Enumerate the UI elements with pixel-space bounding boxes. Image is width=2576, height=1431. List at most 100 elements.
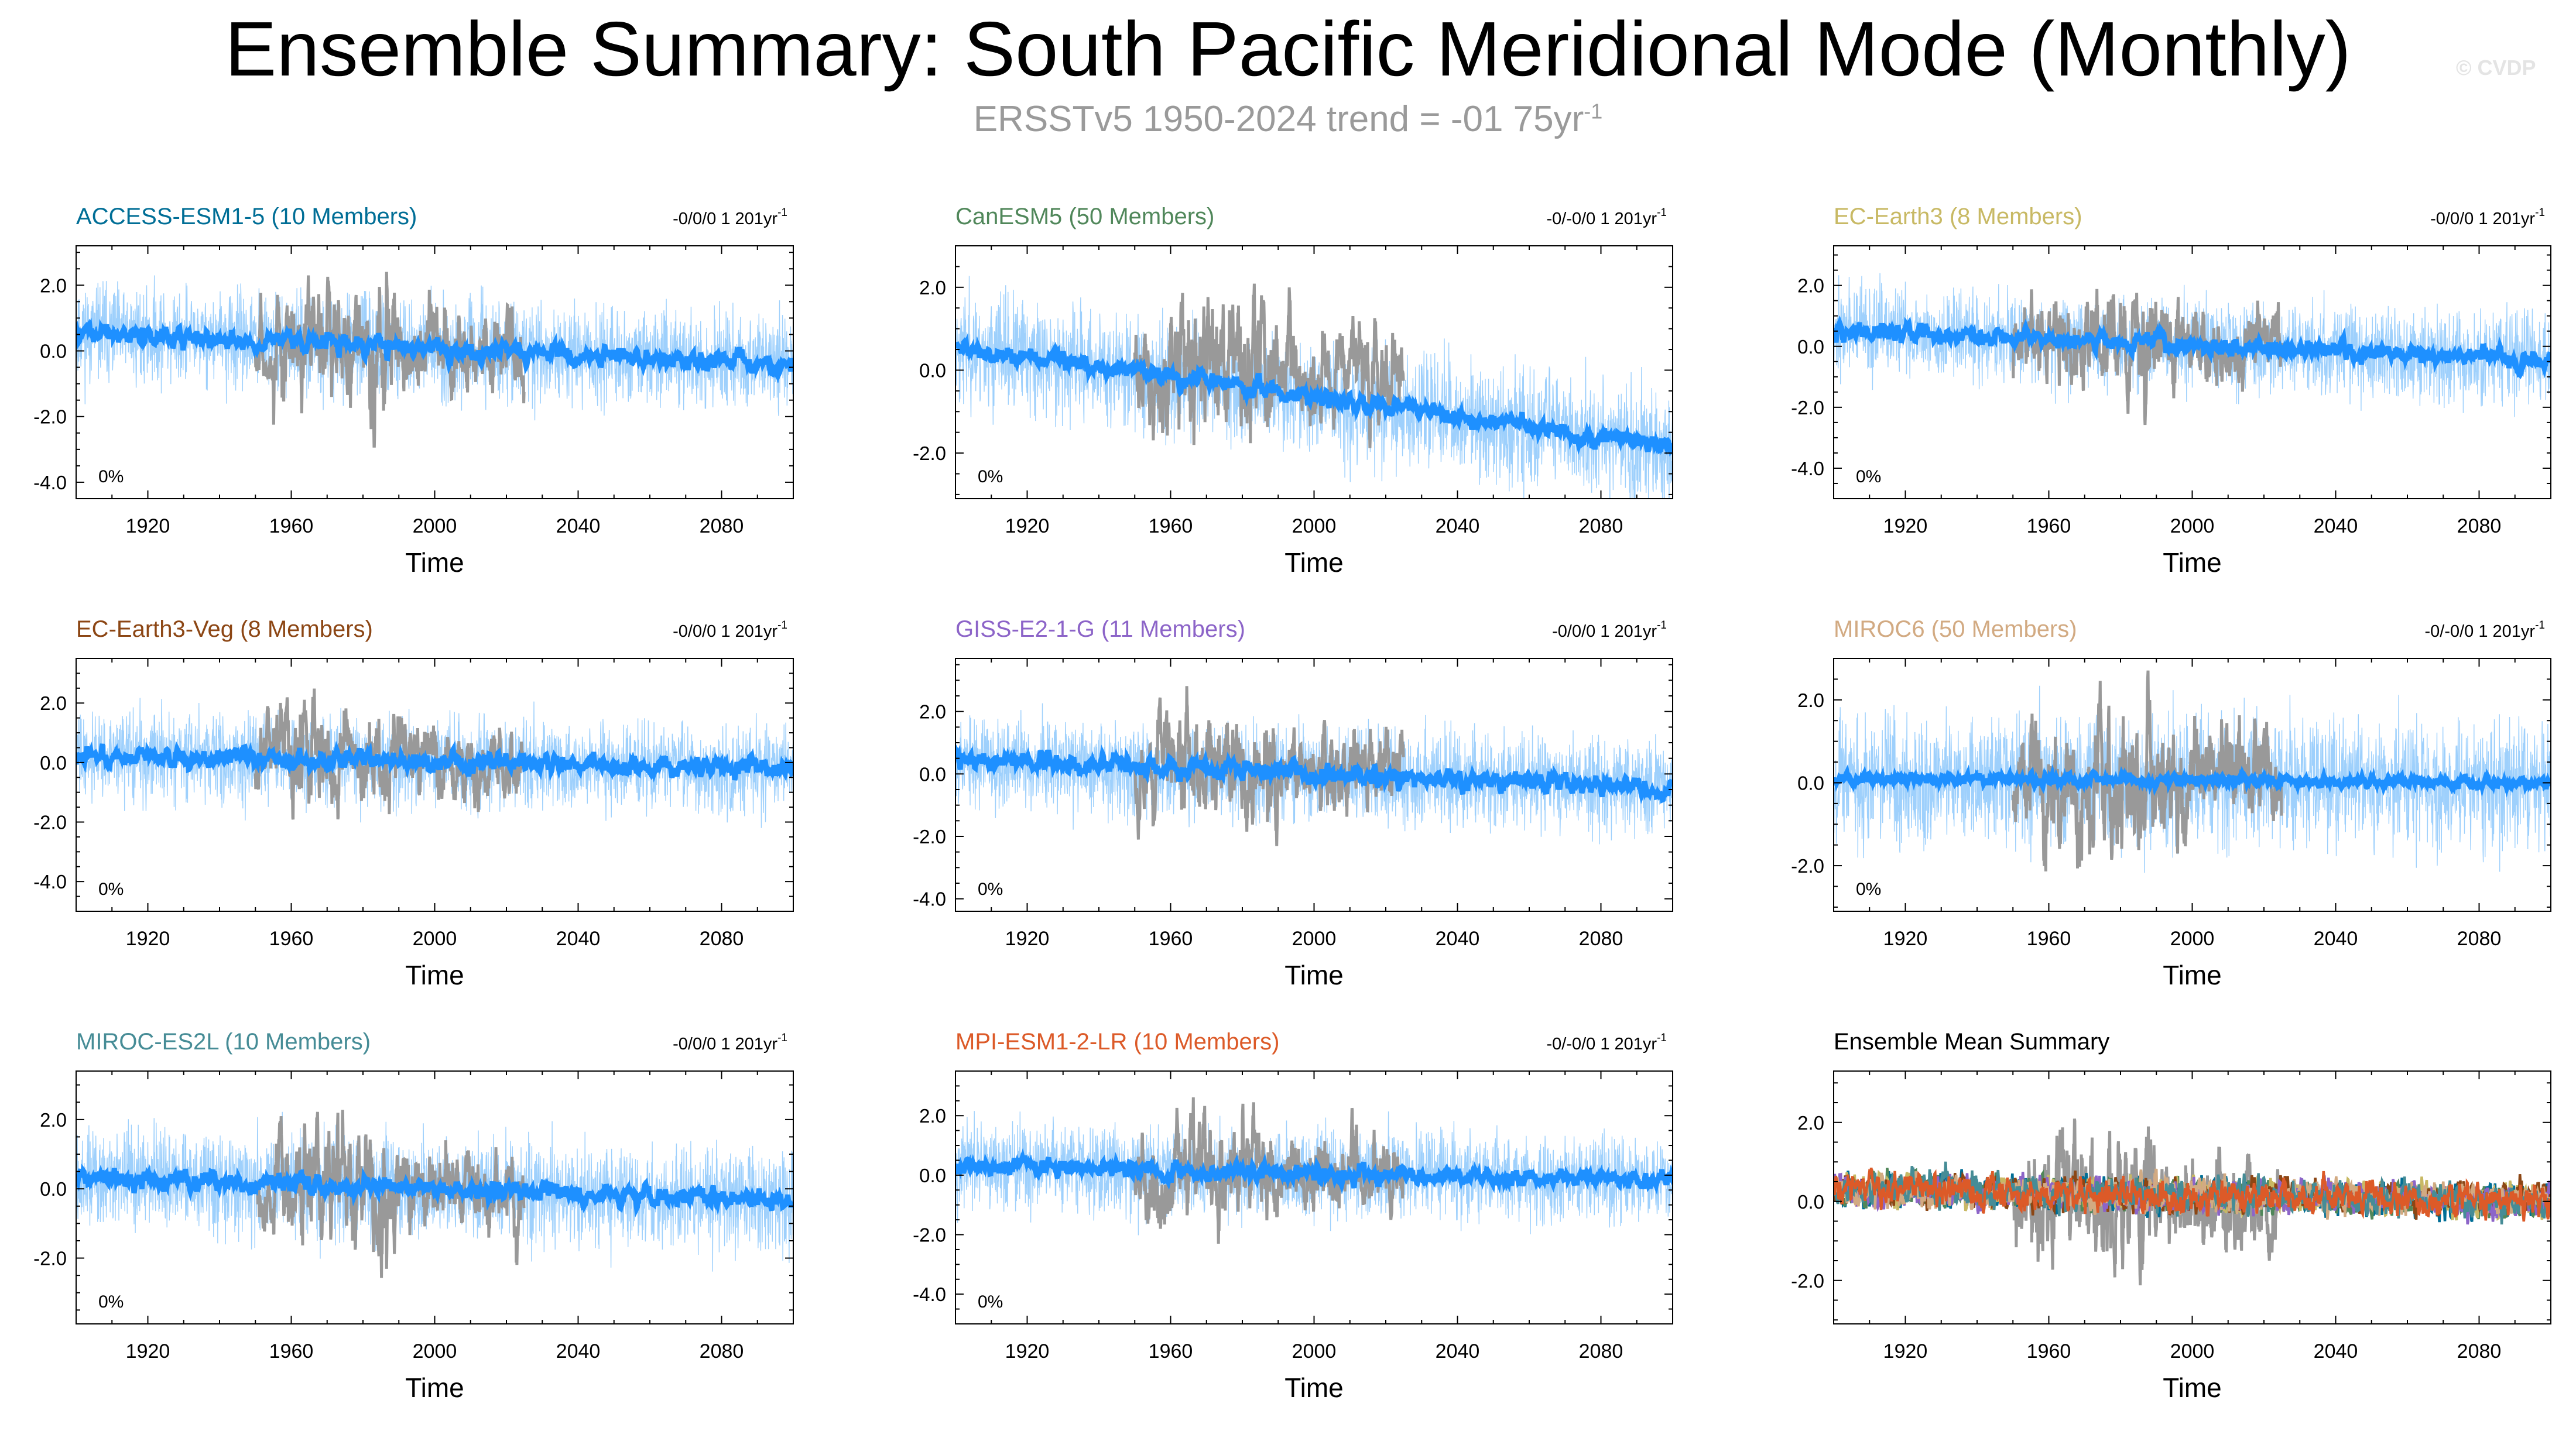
chart-panel: 1920 1960 2000 2040 2080 2.0 0.0 -2.0 Time MIROC6… <box>1791 616 2551 990</box>
x-tick-label: 2040 <box>2314 928 2358 950</box>
panel-title: MIROC-ES2L (10 Members) <box>76 1029 371 1055</box>
trend-label: -0/0/0 1 201yr-1 <box>673 1032 787 1053</box>
x-tick-label: 2040 <box>2314 1340 2358 1363</box>
x-tick-label: 1920 <box>126 1340 170 1363</box>
x-tick-label: 2040 <box>1436 515 1480 537</box>
x-tick-label: 1920 <box>1883 1340 1928 1363</box>
x-tick-label: 2040 <box>1436 1340 1480 1363</box>
x-tick-label: 2040 <box>556 928 601 950</box>
ensemble-mean-line <box>955 1148 1673 1195</box>
y-tick-label: 2.0 <box>1797 275 1824 297</box>
percent-label: 0% <box>1856 880 1881 899</box>
y-tick-label: -2.0 <box>33 406 67 428</box>
y-tick-label: 2.0 <box>919 1105 946 1127</box>
x-tick-label: 2000 <box>2170 515 2215 537</box>
y-tick-label: -2.0 <box>913 442 946 464</box>
subtitle-superscript: -1 <box>1584 99 1603 123</box>
x-tick-label: 1920 <box>1005 515 1050 537</box>
y-tick-label: 2.0 <box>919 701 946 723</box>
x-tick-label: 2080 <box>1579 515 1623 537</box>
y-tick-label: 2.0 <box>40 274 67 296</box>
y-tick-label: -4.0 <box>1791 458 1824 479</box>
x-tick-label: 2080 <box>1579 1340 1623 1363</box>
x-tick-label: 2000 <box>2170 1340 2215 1363</box>
y-tick-label: -2.0 <box>33 812 67 833</box>
page-subtitle: ERSSTv5 1950-2024 trend = -01 75yr-1 <box>0 98 2576 140</box>
x-tick-label: 2000 <box>413 515 457 537</box>
x-tick-label: 2040 <box>1436 928 1480 950</box>
panel-title: CanESM5 (50 Members) <box>955 204 1214 229</box>
y-tick-label: -2.0 <box>1791 855 1824 877</box>
y-tick-label: 0.0 <box>1797 1191 1824 1213</box>
x-tick-label: 1920 <box>1005 1340 1050 1363</box>
x-tick-label: 1960 <box>2027 515 2071 537</box>
trend-label: -0/0/0 1 201yr-1 <box>673 207 787 228</box>
y-tick-label: -4.0 <box>33 871 67 893</box>
chart-panel: 1920 1960 2000 2040 2080 2.0 0.0 -2.0 Time CanESM… <box>913 204 1673 578</box>
ensemble-spread-line <box>76 275 793 421</box>
x-tick-label: 2000 <box>413 928 457 950</box>
plot-area <box>76 272 793 448</box>
chart-panel: 1920 1960 2000 2040 2080 2.0 0.0 -2.0 -4.0 Time GI… <box>913 616 1673 990</box>
x-tick-label: 2080 <box>700 928 744 950</box>
y-tick-label: -2.0 <box>1791 397 1824 418</box>
trend-label: -0/0/0 1 201yr-1 <box>673 619 787 641</box>
plot-area <box>955 1097 1673 1244</box>
chart-panel: 1920 1960 2000 2040 2080 2.0 0.0 -2.0 -4.0 Time MP… <box>913 1029 1673 1403</box>
y-tick-label: 0.0 <box>919 763 946 785</box>
x-tick-label: 1920 <box>126 515 170 537</box>
x-tick-label: 1960 <box>1149 1340 1193 1363</box>
ensemble-mean-line <box>955 333 1673 457</box>
trend-superscript: -1 <box>1657 1032 1667 1044</box>
y-tick-label: 0.0 <box>40 1178 67 1200</box>
y-tick-label: 0.0 <box>919 1165 946 1186</box>
x-tick-label: 2040 <box>556 515 601 537</box>
observation-line <box>1133 686 1405 846</box>
ensemble-mean-line <box>76 740 793 783</box>
x-tick-label: 2080 <box>2457 515 2502 537</box>
x-tick-label: 2080 <box>2457 928 2502 950</box>
percent-label: 0% <box>978 467 1003 486</box>
trend-label: -0/0/0 1 201yr-1 <box>1552 619 1667 641</box>
observation-line <box>254 688 526 820</box>
panel-title: EC-Earth3-Veg (8 Members) <box>76 616 373 642</box>
chart-panel: 1920 1960 2000 2040 2080 2.0 0.0 -2.0 -4.0 Time AC… <box>33 204 794 578</box>
x-tick-label: 1960 <box>1149 515 1193 537</box>
x-tick-label: 1960 <box>2027 928 2071 950</box>
y-tick-label: -2.0 <box>1791 1270 1824 1292</box>
chart-panel: 1920 1960 2000 2040 2080 2.0 0.0 -2.0 -4.0 Time EC… <box>1791 204 2551 578</box>
percent-label: 0% <box>98 467 124 486</box>
y-tick-label: 0.0 <box>1797 336 1824 358</box>
x-tick-label: 2000 <box>413 1340 457 1363</box>
plot-area <box>76 1110 793 1278</box>
y-tick-label: 2.0 <box>1797 1112 1824 1134</box>
plot-area <box>955 686 1673 846</box>
panel-title: EC-Earth3 (8 Members) <box>1834 204 2082 229</box>
x-tick-label: 1960 <box>2027 1340 2071 1363</box>
plot-area <box>955 276 1673 499</box>
x-tick-label: 1920 <box>1005 928 1050 950</box>
panel-title: ACCESS-ESM1-5 (10 Members) <box>76 204 417 229</box>
y-tick-label: 0.0 <box>40 752 67 774</box>
ensemble-mean-line <box>1834 315 2551 380</box>
trend-superscript: -1 <box>1657 207 1667 219</box>
y-tick-label: -2.0 <box>913 1224 946 1246</box>
trend-superscript: -1 <box>777 619 787 632</box>
ensemble-mean-line <box>1834 764 2551 798</box>
y-tick-label: -2.0 <box>913 826 946 847</box>
trend-superscript: -1 <box>2535 207 2545 219</box>
chart-panel: 1920 1960 2000 2040 2080 2.0 0.0 -2.0 Time MIROC-… <box>33 1029 794 1403</box>
x-axis-label: Time <box>2163 960 2222 990</box>
trend-label: -0/-0/0 1 201yr-1 <box>1546 1032 1667 1053</box>
x-tick-label: 2000 <box>1292 515 1337 537</box>
y-tick-label: 2.0 <box>40 1109 67 1131</box>
plot-area <box>1834 1118 2551 1286</box>
x-axis-label: Time <box>2163 1372 2222 1403</box>
y-tick-label: 0.0 <box>919 359 946 381</box>
y-tick-label: -4.0 <box>913 1284 946 1305</box>
x-tick-label: 2080 <box>700 1340 744 1363</box>
ensemble-mean-line <box>76 1164 793 1218</box>
x-axis-label: Time <box>1284 1372 1344 1403</box>
x-tick-label: 2000 <box>1292 1340 1337 1363</box>
